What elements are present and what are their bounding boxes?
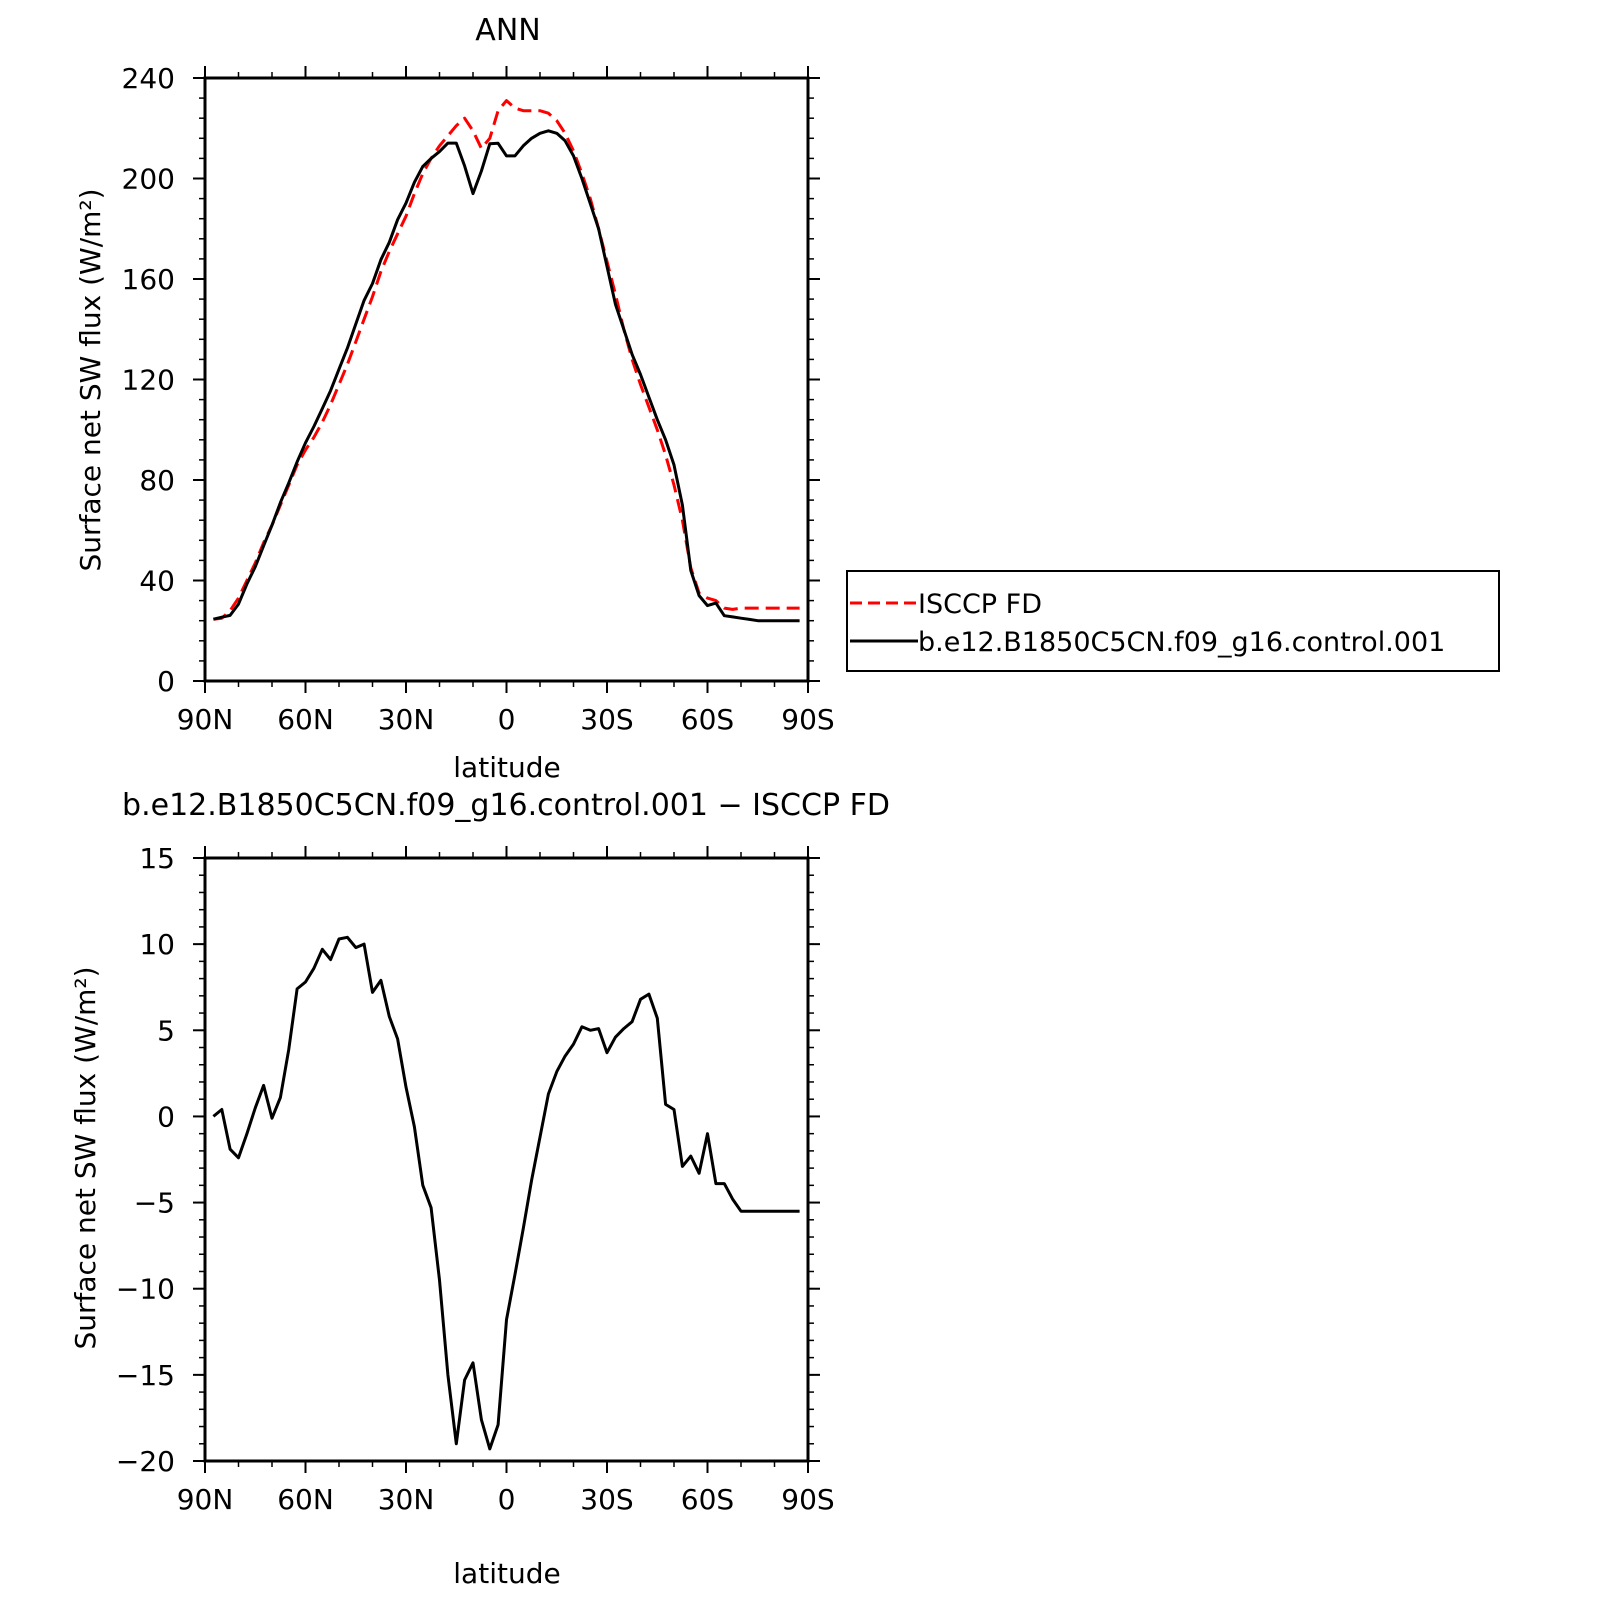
top-y-tick-label: 120: [122, 364, 175, 397]
top-y-tick-label: 0: [157, 665, 175, 698]
bottom-x-tick-label: 30S: [580, 1483, 633, 1516]
top-series-line-1: [213, 129, 800, 623]
bottom-x-tick-label: 60N: [277, 1483, 334, 1516]
bottom-y-tick-label: 10: [139, 928, 175, 961]
legend-label-model: b.e12.B1850C5CN.f09_g16.control.001: [918, 627, 1445, 658]
top-y-tick-label: 80: [139, 464, 175, 497]
bottom-y-tick-label: −20: [116, 1445, 175, 1478]
top-x-axis-label: latitude: [453, 751, 560, 784]
bottom-x-tick-label: 30N: [378, 1483, 435, 1516]
bottom-y-tick-label: 0: [157, 1100, 175, 1133]
bottom-plot-frame: [203, 856, 810, 1463]
top-y-tick-label: 200: [122, 163, 175, 196]
bottom-y-tick-label: −5: [134, 1187, 175, 1220]
legend-label-isccp: ISCCP FD: [918, 589, 1042, 620]
bottom-y-tick-label: 5: [157, 1014, 175, 1047]
top-x-tick-label: 0: [498, 703, 516, 736]
bottom-series-lines: [212, 935, 800, 1451]
top-chart-title: ANN: [475, 13, 540, 48]
bottom-x-tick-label: 90N: [177, 1483, 234, 1516]
top-panel: ANN Surface net SW flux (W/m²) latitude …: [74, 13, 835, 784]
bottom-x-tick-label: 60S: [681, 1483, 734, 1516]
bottom-y-axis-label: Surface net SW flux (W/m²): [69, 966, 102, 1349]
top-x-tick-label: 60N: [277, 703, 334, 736]
top-y-tick-label: 240: [122, 62, 175, 95]
top-x-tick-label: 30N: [378, 703, 435, 736]
top-x-tick-label: 60S: [681, 703, 734, 736]
top-plot-frame: [203, 76, 810, 683]
bottom-x-tick-label: 0: [498, 1483, 516, 1516]
top-axis-ticks: [193, 66, 820, 693]
bottom-x-axis-label: latitude: [453, 1557, 560, 1590]
top-y-tick-label: 40: [139, 565, 175, 598]
bottom-y-tick-label: 15: [139, 842, 175, 875]
bottom-y-tick-label: −10: [116, 1273, 175, 1306]
bottom-x-tick-label: 90S: [781, 1483, 834, 1516]
legend-box: [846, 570, 1500, 672]
bottom-panel: b.e12.B1850C5CN.f09_g16.control.001 − IS…: [69, 788, 890, 1590]
bottom-tick-labels: 90N 60N 30N 0 30S 60S 90S −20 −15 −10 −5 0 5 10 15: [116, 842, 835, 1516]
top-series-lines: [213, 99, 800, 623]
top-series-line-0: [213, 99, 800, 621]
top-x-tick-label: 90S: [781, 703, 834, 736]
legend: ISCCP FD b.e12.B1850C5CN.f09_g16.control…: [846, 570, 1500, 672]
bottom-axis-ticks: [193, 846, 820, 1473]
top-x-tick-label: 90N: [177, 703, 234, 736]
top-x-tick-label: 30S: [580, 703, 633, 736]
top-y-tick-label: 160: [122, 263, 175, 296]
bottom-series-line-0: [212, 935, 800, 1451]
top-y-axis-label: Surface net SW flux (W/m²): [74, 188, 107, 571]
top-tick-labels: 90N 60N 30N 0 30S 60S 90S 0 40 80 120 160 200 240: [122, 62, 835, 736]
bottom-chart-title: b.e12.B1850C5CN.f09_g16.control.001 − IS…: [122, 788, 890, 823]
bottom-y-tick-label: −15: [116, 1359, 175, 1392]
